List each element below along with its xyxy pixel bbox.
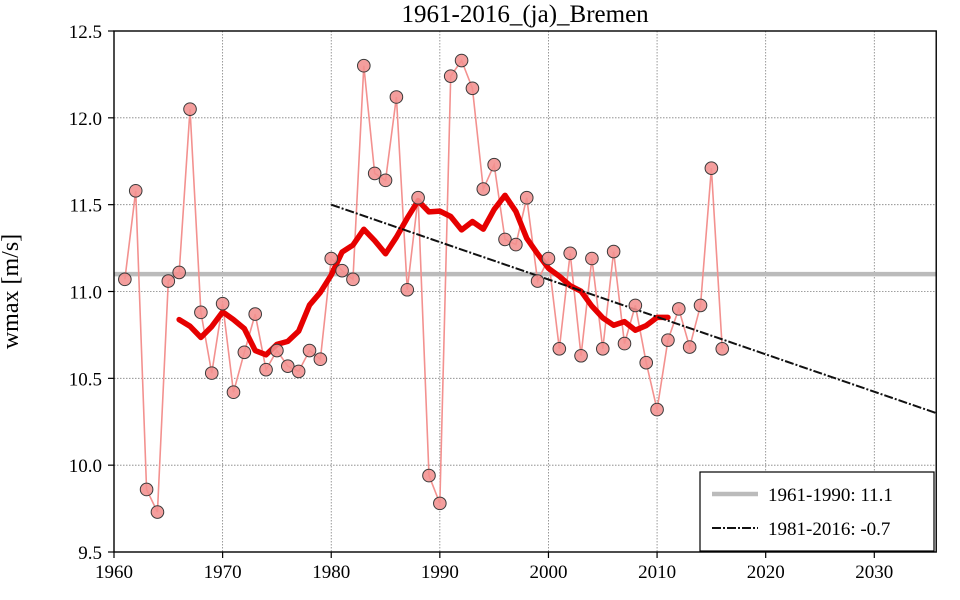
svg-text:1980: 1980	[312, 562, 350, 583]
svg-text:12.0: 12.0	[69, 109, 102, 130]
svg-text:wmax [m/s]: wmax [m/s]	[0, 234, 24, 349]
svg-text:2030: 2030	[855, 562, 893, 583]
svg-text:1961-1990: 11.1: 1961-1990: 11.1	[768, 485, 893, 506]
svg-text:12.5: 12.5	[69, 22, 102, 43]
svg-text:2010: 2010	[638, 562, 676, 583]
svg-text:1970: 1970	[204, 562, 242, 583]
svg-text:2000: 2000	[529, 562, 567, 583]
svg-text:9.5: 9.5	[78, 543, 102, 564]
svg-text:2020: 2020	[747, 562, 785, 583]
svg-text:11.5: 11.5	[69, 196, 102, 217]
svg-text:1981-2016: -0.7: 1981-2016: -0.7	[768, 519, 890, 540]
svg-text:1960: 1960	[95, 562, 133, 583]
svg-text:10.5: 10.5	[69, 369, 102, 390]
svg-text:11.0: 11.0	[69, 283, 102, 304]
svg-text:1990: 1990	[421, 562, 459, 583]
svg-text:10.0: 10.0	[69, 456, 102, 477]
svg-text:1961-2016_(ja)_Bremen: 1961-2016_(ja)_Bremen	[402, 1, 650, 28]
